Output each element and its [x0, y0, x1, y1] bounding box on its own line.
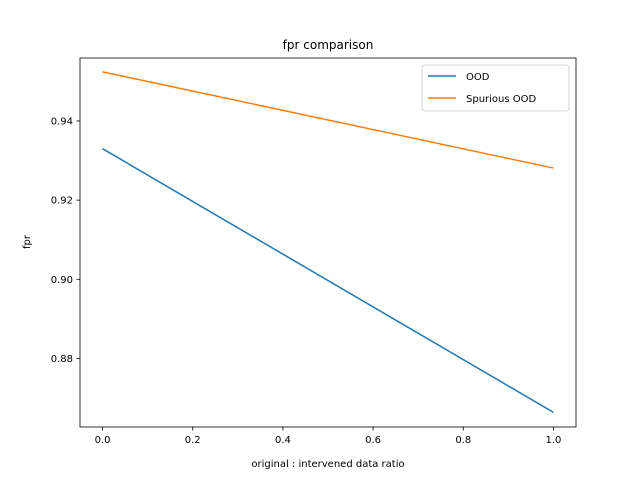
y-tick-label: 0.88	[51, 354, 73, 365]
plot-area: 0.0 0.2 0.4 0.6 0.8 1.0 0.88 0.90 0.92 0.94	[51, 57, 577, 446]
legend: OOD Spurious OOD	[421, 64, 570, 112]
x-tick-label: 1.0	[546, 435, 562, 446]
axes-frame	[79, 57, 577, 428]
x-tick-label: 0.6	[365, 435, 381, 446]
y-tick-label: 0.94	[51, 116, 73, 127]
y-tick-label: 0.92	[51, 196, 73, 207]
legend-box	[421, 64, 570, 112]
x-tick-label: 0.4	[275, 435, 291, 446]
legend-label: OOD	[466, 72, 490, 83]
chart-title: fpr comparison	[283, 38, 374, 52]
legend-label: Spurious OOD	[466, 94, 537, 105]
x-tick-label: 0.8	[455, 435, 471, 446]
x-tick-label: 0.0	[95, 435, 111, 446]
x-axis-label: original : intervened data ratio	[251, 459, 404, 470]
x-tick-label: 0.2	[185, 435, 201, 446]
y-axis-label: fpr	[22, 234, 33, 249]
series-line-spurious-ood	[102, 71, 554, 169]
y-tick-label: 0.90	[51, 275, 73, 286]
series-line-ood	[102, 148, 554, 413]
